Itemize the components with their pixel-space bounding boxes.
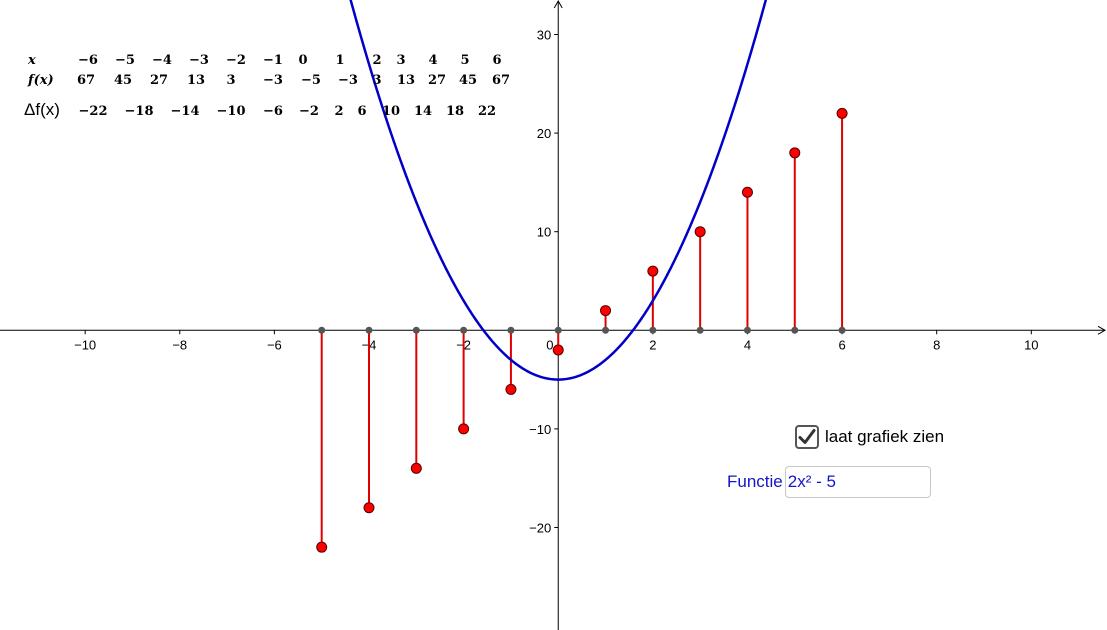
difference-point xyxy=(789,147,801,159)
table-x-cell: 4 xyxy=(428,53,437,68)
difference-point xyxy=(316,541,328,553)
table-fx-header: f(x) xyxy=(27,73,54,88)
table-x-cell: 1 xyxy=(335,53,344,68)
table-delta-cell: −22 xyxy=(79,104,108,119)
x-tick-label: 6 xyxy=(838,337,845,352)
table-fx-cell: 3 xyxy=(372,73,381,88)
value-table: xf(x)Δf(x)−6 −5 −4 −3 −2 −1 0 1 2 3 4 5 667 45 27 13 3 −3… xyxy=(24,53,510,119)
x-tick-label: 2 xyxy=(649,337,656,352)
difference-point xyxy=(836,107,848,119)
base-point xyxy=(696,326,704,334)
base-point xyxy=(838,326,846,334)
checkbox-label: laat grafiek zien xyxy=(825,427,945,446)
x-tick-label: −6 xyxy=(267,337,282,352)
difference-stems xyxy=(316,107,848,553)
difference-point xyxy=(458,423,470,435)
table-fx-cell: 45 xyxy=(114,73,132,88)
table-delta-cell: −2 xyxy=(299,104,319,119)
table-x-cell: −5 xyxy=(115,53,135,68)
table-x-cell: 5 xyxy=(460,53,469,68)
checkmark-icon xyxy=(798,429,816,444)
table-delta-cell: −6 xyxy=(263,104,283,119)
base-point xyxy=(460,326,468,334)
base-point xyxy=(365,326,373,334)
table-fx-cell: 13 xyxy=(187,73,205,88)
table-fx-cell: 3 xyxy=(226,73,235,88)
x-tick-label: 10 xyxy=(1024,337,1038,352)
x-tick-label: −8 xyxy=(172,337,187,352)
table-x-cell: −1 xyxy=(263,53,283,68)
function-input[interactable] xyxy=(784,466,931,498)
base-point xyxy=(507,326,515,334)
table-delta-cell: −10 xyxy=(217,104,246,119)
checkbox-box[interactable] xyxy=(795,425,819,449)
y-tick-label: −10 xyxy=(529,422,551,437)
x-axis-arrow xyxy=(1097,325,1107,335)
table-fx-cell: 27 xyxy=(150,73,168,88)
y-axis-arrow xyxy=(553,0,563,9)
table-fx-cell: −3 xyxy=(338,73,358,88)
table-x-cell: 3 xyxy=(396,53,405,68)
x-tick-label: −10 xyxy=(74,337,96,352)
table-delta-cell: 22 xyxy=(478,104,496,119)
table-fx-cell: 13 xyxy=(397,73,415,88)
table-fx-cell: 27 xyxy=(428,73,446,88)
table-x-cell: −3 xyxy=(189,53,209,68)
function-input-row: Functie xyxy=(727,466,931,498)
table-fx-cell: −3 xyxy=(263,73,283,88)
table-delta-cell: 2 xyxy=(334,104,343,119)
difference-point xyxy=(647,265,659,277)
function-curve xyxy=(349,0,768,381)
table-delta-cell: 6 xyxy=(357,104,366,119)
table-x-cell: 0 xyxy=(298,53,307,68)
table-x-header: x xyxy=(27,53,36,68)
function-input-label: Functie xyxy=(727,472,783,491)
base-point xyxy=(649,326,657,334)
difference-point xyxy=(552,344,564,356)
table-delta-cell: 10 xyxy=(382,104,400,119)
y-tick-label: 30 xyxy=(537,28,551,43)
base-point xyxy=(554,326,562,334)
show-graph-checkbox[interactable]: laat grafiek zien xyxy=(795,423,944,451)
table-x-cell: −6 xyxy=(78,53,98,68)
difference-point xyxy=(410,462,422,474)
y-tick-label: −20 xyxy=(529,520,551,535)
difference-point xyxy=(363,502,375,514)
table-x-cell: 6 xyxy=(492,53,501,68)
table-x-cell: −2 xyxy=(226,53,246,68)
table-delta-cell: −18 xyxy=(125,104,154,119)
difference-point xyxy=(741,186,753,198)
y-tick-label: 10 xyxy=(537,225,551,240)
y-tick-label: 20 xyxy=(537,126,551,141)
difference-point xyxy=(505,383,517,395)
base-point xyxy=(743,326,751,334)
difference-point xyxy=(694,226,706,238)
table-delta-cell: 18 xyxy=(446,104,464,119)
table-fx-cell: 67 xyxy=(492,73,510,88)
base-point xyxy=(791,326,799,334)
table-fx-cell: −5 xyxy=(301,73,321,88)
table-delta-cell: −14 xyxy=(171,104,200,119)
table-x-cell: −4 xyxy=(152,53,172,68)
x-tick-label: 8 xyxy=(933,337,940,352)
base-point xyxy=(602,326,610,334)
difference-point xyxy=(600,305,612,317)
table-delta-header: Δf(x) xyxy=(24,100,60,119)
table-fx-cell: 45 xyxy=(459,73,477,88)
x-tick-label: 4 xyxy=(744,337,751,352)
table-x-cell: 2 xyxy=(372,53,381,68)
table-fx-cell: 67 xyxy=(77,73,95,88)
base-point xyxy=(412,326,420,334)
base-point xyxy=(318,326,326,334)
table-delta-cell: 14 xyxy=(414,104,432,119)
x-tick-label: 0 xyxy=(546,337,553,352)
